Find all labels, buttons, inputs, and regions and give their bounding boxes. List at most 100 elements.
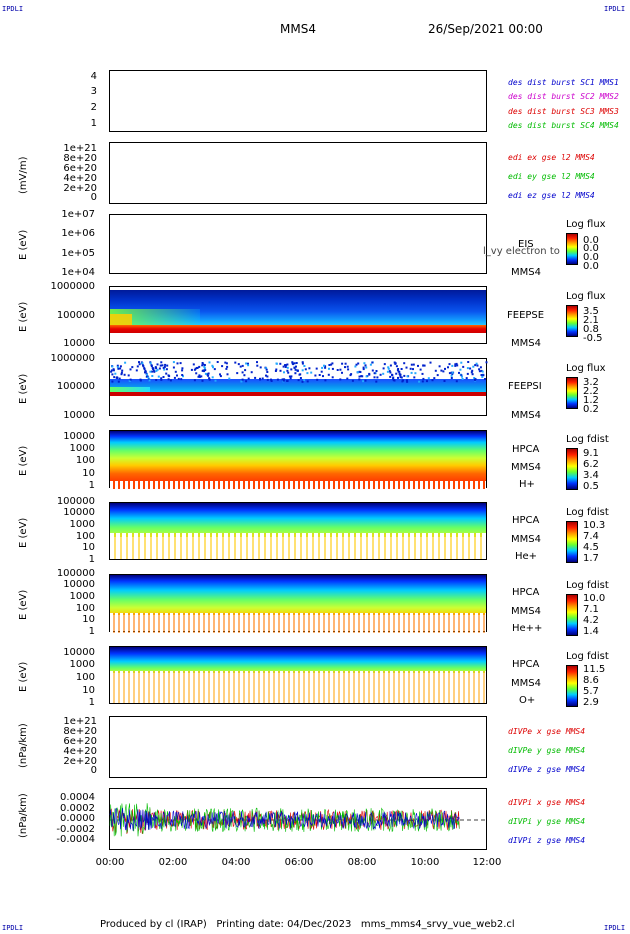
speckle-mark bbox=[365, 375, 368, 378]
speckle-mark bbox=[290, 375, 293, 378]
ytick: 0.0000 bbox=[60, 813, 95, 824]
speckle-mark bbox=[362, 380, 365, 383]
speckle-mark bbox=[413, 376, 416, 379]
colorbar-tick: -0.5 bbox=[583, 333, 603, 344]
colorbar-tick: 3.2 bbox=[583, 377, 599, 388]
speckle-mark bbox=[339, 368, 342, 371]
speckle-mark bbox=[282, 379, 285, 382]
speckle-mark bbox=[297, 379, 300, 382]
speckle-mark bbox=[375, 370, 378, 372]
ytick: 8e+20 bbox=[63, 153, 97, 164]
speckle-mark bbox=[421, 372, 424, 375]
speckle-mark bbox=[461, 378, 464, 380]
speckle-mark bbox=[383, 363, 386, 366]
speckle-mark bbox=[448, 363, 451, 366]
speckle-mark bbox=[466, 367, 469, 370]
speckle-mark bbox=[211, 364, 214, 367]
speckle-mark bbox=[330, 363, 333, 366]
speckle-mark bbox=[207, 372, 210, 375]
speckle-mark bbox=[397, 370, 400, 373]
speckle-mark bbox=[459, 368, 462, 371]
speckle-mark bbox=[237, 363, 240, 366]
speckle-mark bbox=[197, 375, 200, 378]
speckle-mark bbox=[199, 375, 201, 378]
spacecraft-label: MMS4 bbox=[511, 678, 541, 689]
speckle-mark bbox=[442, 370, 445, 373]
speckle-mark bbox=[444, 367, 446, 370]
speckle-mark bbox=[454, 363, 457, 366]
speckle-mark bbox=[347, 368, 350, 371]
speckle-mark bbox=[365, 366, 368, 369]
feepsi-speckle bbox=[110, 361, 488, 383]
speckle-mark bbox=[301, 380, 304, 383]
speckle-mark bbox=[389, 375, 392, 378]
date-title: 26/Sep/2021 00:00 bbox=[428, 22, 543, 36]
speckle-mark bbox=[224, 361, 227, 364]
ytick: 3 bbox=[90, 86, 97, 97]
speckle-mark bbox=[180, 378, 183, 381]
speckle-mark bbox=[357, 362, 360, 365]
speckle-mark bbox=[265, 368, 268, 371]
species-label: He+ bbox=[515, 551, 538, 562]
colorbar-title: Log flux bbox=[566, 291, 606, 302]
speckle-mark bbox=[211, 376, 214, 379]
speckle-mark bbox=[151, 375, 154, 377]
ytick: 100 bbox=[75, 672, 95, 683]
speckle-mark bbox=[469, 367, 472, 370]
speckle-mark bbox=[349, 374, 352, 377]
speckle-mark bbox=[283, 378, 286, 381]
speckle-mark bbox=[331, 362, 334, 365]
speckle-mark bbox=[440, 369, 443, 372]
speckle-mark bbox=[476, 364, 479, 367]
speckle-mark bbox=[419, 368, 422, 371]
speckle-mark bbox=[245, 380, 248, 383]
speckle-mark bbox=[247, 377, 250, 380]
species-label: O+ bbox=[519, 695, 536, 706]
speckle-mark bbox=[421, 380, 424, 383]
speckle-mark bbox=[163, 365, 166, 368]
speckle-mark bbox=[240, 380, 243, 383]
ytick: 1e+07 bbox=[61, 209, 95, 220]
speckle-mark bbox=[484, 378, 486, 380]
speckle-mark bbox=[412, 363, 415, 366]
colorbar-tick: 7.1 bbox=[583, 604, 599, 615]
ytick: 10000 bbox=[63, 507, 95, 518]
speckle-mark bbox=[375, 380, 378, 383]
speckle-mark bbox=[147, 376, 150, 379]
speckle-mark bbox=[259, 366, 262, 369]
speckle-mark bbox=[393, 361, 396, 364]
speckle-mark bbox=[474, 364, 477, 367]
ytick: 1e+21 bbox=[63, 716, 97, 727]
colorbar-tick: 8.6 bbox=[583, 675, 599, 686]
speckle-mark bbox=[144, 370, 147, 373]
speckle-mark bbox=[160, 377, 163, 380]
speckle-mark bbox=[149, 361, 152, 364]
speckle-mark bbox=[373, 372, 376, 375]
speckle-mark bbox=[138, 363, 141, 366]
speckle-mark bbox=[141, 362, 144, 365]
speckle-mark bbox=[406, 380, 409, 383]
speckle-mark bbox=[355, 363, 358, 366]
colorbar-tick: 10.3 bbox=[583, 520, 606, 531]
speckle-mark bbox=[394, 362, 397, 365]
speckle-mark bbox=[121, 369, 124, 372]
speckle-mark bbox=[341, 362, 344, 365]
ytick: 100000 bbox=[56, 381, 95, 392]
speckle-mark bbox=[201, 364, 204, 367]
speckle-mark bbox=[291, 361, 294, 364]
ytick: 100 bbox=[75, 455, 95, 466]
speckle-mark bbox=[422, 364, 425, 367]
speckle-mark bbox=[392, 376, 395, 379]
speckle-mark bbox=[295, 365, 297, 368]
speckle-mark bbox=[247, 362, 249, 365]
speckle-mark bbox=[274, 370, 277, 372]
ytick: 1000 bbox=[69, 659, 95, 670]
speckle-mark bbox=[117, 367, 120, 370]
speckle-mark bbox=[284, 366, 287, 368]
speckle-mark bbox=[344, 362, 347, 365]
speckle-mark bbox=[299, 373, 302, 376]
ytick: 4 bbox=[90, 71, 97, 82]
ytick: 4e+20 bbox=[63, 746, 97, 757]
speckle-mark bbox=[165, 372, 168, 375]
speckle-mark bbox=[306, 372, 309, 375]
